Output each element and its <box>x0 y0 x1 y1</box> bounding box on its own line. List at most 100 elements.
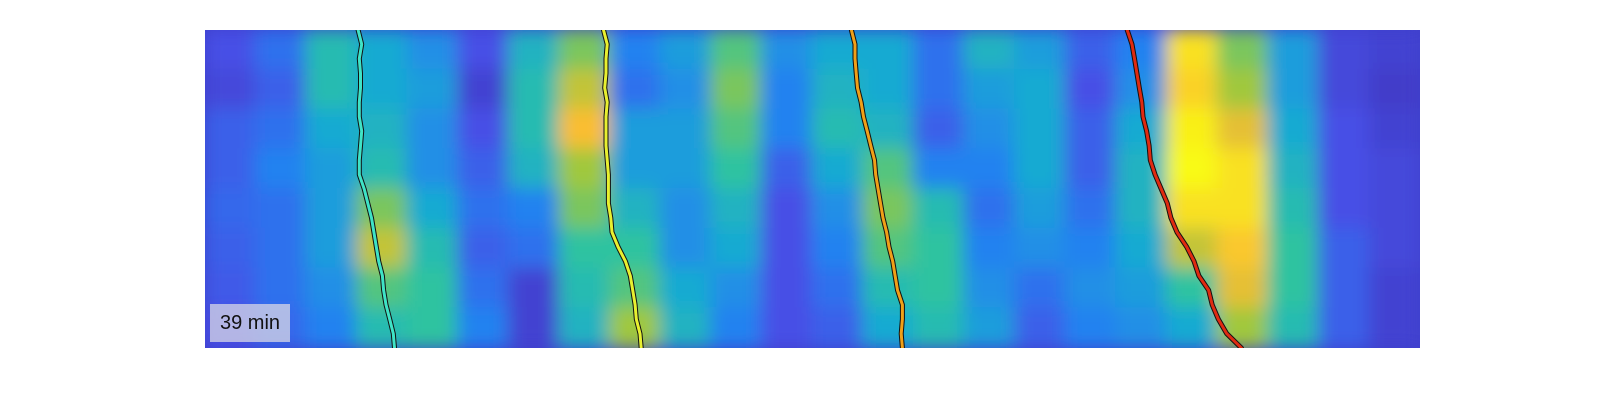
heatmap-cell <box>205 227 257 270</box>
heatmap-cell <box>1014 108 1067 151</box>
heatmap-cell <box>558 188 611 230</box>
heatmap-cell <box>1267 30 1320 71</box>
heatmap-cell <box>760 108 814 151</box>
heatmap-cell <box>305 108 358 151</box>
heatmap-cell <box>963 108 1016 151</box>
heatmap-cell <box>659 307 713 348</box>
heatmap-cell <box>507 267 561 310</box>
heatmap-cell <box>457 68 510 111</box>
heatmap-cell <box>406 148 460 190</box>
heatmap-cell <box>1368 188 1420 230</box>
heatmap-cell <box>1216 108 1270 151</box>
heatmap-cell <box>912 30 966 71</box>
heatmap-cell <box>912 267 966 310</box>
heatmap-cell <box>1368 307 1420 348</box>
heatmap-cell <box>558 148 611 190</box>
track-3-line <box>849 30 904 348</box>
heatmap-cell <box>811 108 865 151</box>
heatmap-cell <box>912 227 966 270</box>
heatmap-cell <box>862 148 915 190</box>
heatmap-cell <box>1368 227 1420 270</box>
heatmap-cell <box>457 108 510 151</box>
heatmap-cell <box>710 30 763 71</box>
heatmap-cell <box>1115 30 1168 71</box>
heatmap-cell <box>710 227 763 270</box>
heatmap-cell <box>862 30 915 71</box>
heatmap-cell <box>355 227 409 270</box>
heatmap-layer <box>205 30 1420 348</box>
tracks-layer <box>355 30 1244 348</box>
heatmap-cell <box>457 227 510 270</box>
heatmap-cell <box>254 188 308 230</box>
heatmap-cell <box>760 148 814 190</box>
heatmap-cell <box>406 307 460 348</box>
heatmap-cell <box>507 188 561 230</box>
heatmap-cell <box>507 148 561 190</box>
heatmap-cell <box>1317 227 1371 270</box>
heatmap-cell <box>659 30 713 71</box>
heatmap-cell <box>609 30 662 71</box>
heatmap-cell <box>1317 188 1371 230</box>
heatmap-cell <box>609 148 662 190</box>
time-label: 39 min <box>210 304 290 342</box>
heatmap-cell <box>862 267 915 310</box>
heatmap-cell <box>1165 68 1219 111</box>
heatmap-cell <box>355 68 409 111</box>
heatmap-cell <box>205 267 257 310</box>
heatmap-cell <box>1115 267 1168 310</box>
heatmap-cell <box>507 227 561 270</box>
heatmap-cell <box>1064 148 1118 190</box>
heatmap-cell <box>254 30 308 71</box>
heatmap-cell <box>862 68 915 111</box>
heatmap-cell <box>609 68 662 111</box>
heatmap-cell <box>1216 227 1270 270</box>
heatmap-cell <box>1064 68 1118 111</box>
heatmap-cell <box>659 227 713 270</box>
heatmap-cell <box>1216 267 1270 310</box>
heatmap-cell <box>760 227 814 270</box>
heatmap-cell <box>1216 30 1270 71</box>
heatmap-cell <box>1317 307 1371 348</box>
track-4-line <box>1125 30 1243 348</box>
heatmap-cell <box>1115 188 1168 230</box>
heatmap-cell <box>406 30 460 71</box>
heatmap-cell <box>1165 148 1219 190</box>
heatmap-cell <box>760 68 814 111</box>
heatmap-cell <box>811 307 865 348</box>
heatmap-cell <box>963 267 1016 310</box>
heatmap-cell <box>710 188 763 230</box>
heatmap-cell <box>305 188 358 230</box>
heatmap-cell <box>659 108 713 151</box>
heatmap-cell <box>1014 307 1067 348</box>
heatmap-cell <box>406 108 460 151</box>
track-1-line <box>356 30 396 348</box>
heatmap-cell <box>558 227 611 270</box>
heatmap-cell <box>305 148 358 190</box>
heatmap-cell <box>811 148 865 190</box>
heatmap-cell <box>710 267 763 310</box>
heatmap-cell <box>355 108 409 151</box>
heatmap-cell <box>963 148 1016 190</box>
heatmap-cell <box>1267 148 1320 190</box>
heatmap-cell <box>1267 267 1320 310</box>
heatmap-cell <box>862 188 915 230</box>
heatmap-cell <box>1014 227 1067 270</box>
heatmap-cell <box>1064 267 1118 310</box>
heatmap-cell <box>1267 108 1320 151</box>
heatmap-cell <box>355 307 409 348</box>
heatmap-cell <box>254 108 308 151</box>
heatmap-cell <box>1267 188 1320 230</box>
heatmap-cell <box>760 188 814 230</box>
heatmap-cell <box>1064 188 1118 230</box>
heatmap-cell <box>406 68 460 111</box>
heatmap-cell <box>659 267 713 310</box>
heatmap-cell <box>760 307 814 348</box>
heatmap-cell <box>659 148 713 190</box>
heatmap-cell <box>254 68 308 111</box>
heatmap-cell <box>710 108 763 151</box>
heatmap-cell <box>609 108 662 151</box>
heatmap-cell <box>1216 148 1270 190</box>
heatmap-cell <box>1267 227 1320 270</box>
heatmap-cell <box>305 267 358 310</box>
